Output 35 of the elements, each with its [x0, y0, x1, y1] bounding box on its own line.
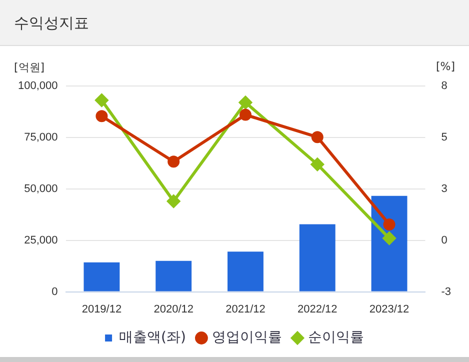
- y-tick-label: 75,000: [24, 131, 58, 144]
- point: [382, 232, 396, 245]
- x-tick-label: 2022/12: [298, 303, 338, 316]
- y2-tick-label: 8: [441, 80, 448, 92]
- point: [311, 131, 324, 144]
- y-tick-label: 0: [52, 286, 58, 298]
- y-tick-label: 100,000: [18, 80, 58, 92]
- legend-label: 영업이익률: [212, 330, 282, 346]
- bar: [156, 260, 192, 292]
- point: [310, 158, 324, 171]
- point: [96, 110, 108, 122]
- point: [168, 156, 180, 168]
- bar: [84, 262, 120, 292]
- y-tick-label: 50,000: [24, 182, 58, 195]
- x-tick-label: 2019/12: [82, 303, 122, 316]
- point: [238, 96, 252, 109]
- y2-tick-label: -3: [441, 286, 451, 298]
- point: [167, 194, 180, 208]
- x-tick-label: 2020/12: [154, 303, 194, 316]
- x-tick-label: 2023/12: [369, 303, 410, 316]
- point: [95, 94, 108, 107]
- point: [239, 108, 252, 121]
- y2-tick-label: 5: [441, 131, 448, 144]
- bar: [299, 224, 336, 292]
- chart-title: 수익성지표: [0, 0, 469, 46]
- y2-tick-label: 3: [441, 182, 448, 195]
- y-tick-label: 25,000: [24, 234, 58, 246]
- legend-label: 순이익률: [308, 330, 364, 346]
- y2-tick-label: 0: [441, 234, 448, 246]
- point: [383, 218, 396, 230]
- y2-axis-title: [%]: [436, 60, 455, 73]
- legend-label: 매출액(좌): [119, 330, 186, 346]
- y-axis-title: [억원]: [14, 60, 45, 75]
- bar: [228, 252, 264, 292]
- x-tick-label: 2021/12: [226, 303, 266, 316]
